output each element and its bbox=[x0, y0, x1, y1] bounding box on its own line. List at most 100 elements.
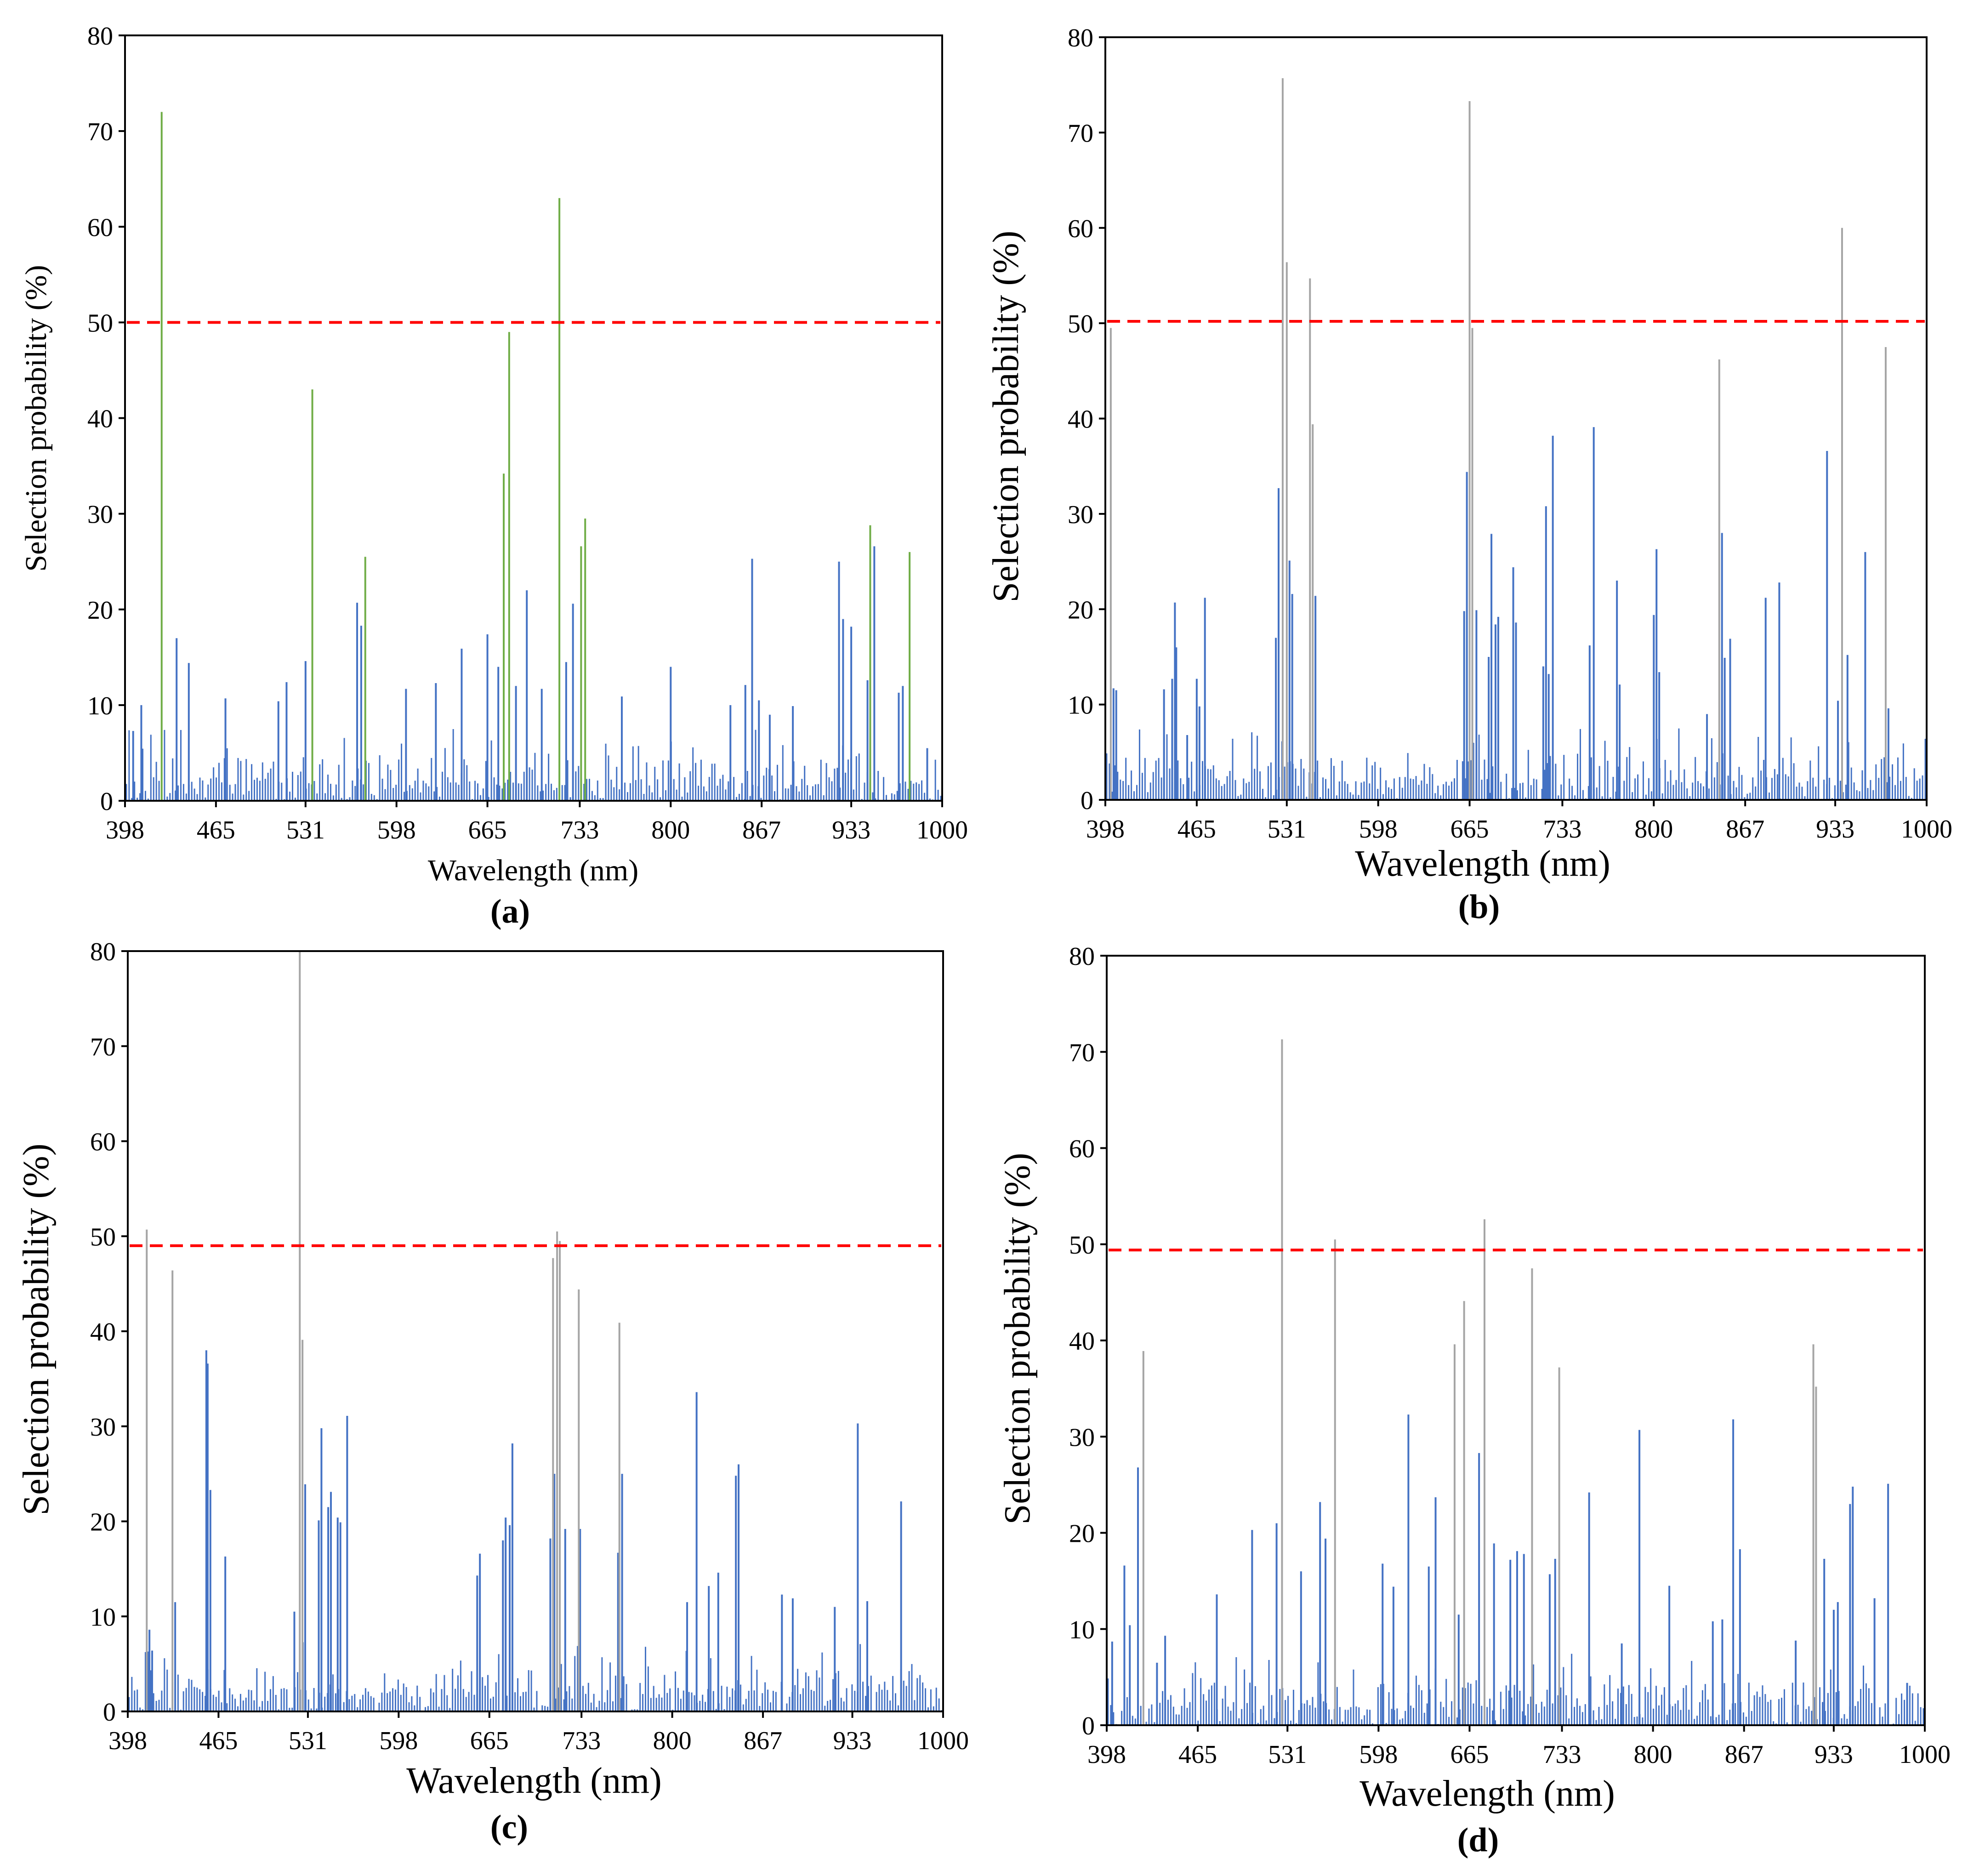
y-tick-label: 60 bbox=[87, 213, 113, 242]
y-tick-label: 40 bbox=[1068, 405, 1093, 434]
x-tick-label: 398 bbox=[108, 1727, 147, 1755]
x-tick-label: 933 bbox=[833, 1727, 872, 1755]
x-tick-label: 867 bbox=[1725, 1740, 1763, 1769]
y-tick-label: 30 bbox=[1068, 501, 1093, 529]
bar-series bbox=[128, 951, 943, 1711]
y-tick-label: 30 bbox=[90, 1413, 116, 1442]
y-tick-label: 50 bbox=[1069, 1231, 1095, 1260]
y-tick-label: 10 bbox=[1068, 691, 1093, 720]
x-tick-label: 933 bbox=[832, 816, 870, 844]
y-tick-label: 80 bbox=[90, 938, 116, 966]
panel-label: (c) bbox=[490, 1808, 528, 1846]
bar-series bbox=[1107, 1039, 1924, 1725]
panel-d: 0 10 20 30 40 50 60 70 80 398 465 531 598 665 733 800 86… bbox=[997, 942, 1951, 1859]
y-tick-label: 70 bbox=[87, 118, 113, 146]
x-tick-label: 1000 bbox=[1899, 1740, 1951, 1769]
y-tick-label: 0 bbox=[103, 1698, 116, 1727]
y-axis-title: Selection probability (%) bbox=[986, 231, 1026, 603]
x-tick-label: 531 bbox=[1268, 815, 1306, 844]
x-tick-label: 867 bbox=[744, 1727, 782, 1755]
x-tick-label: 867 bbox=[1726, 815, 1764, 844]
y-axis-title: Selection probability (%) bbox=[997, 1153, 1038, 1525]
x-tick-label: 733 bbox=[1543, 815, 1581, 844]
x-tick-label: 531 bbox=[1268, 1740, 1307, 1769]
x-tick-label: 800 bbox=[1634, 1740, 1672, 1769]
x-tick-label: 665 bbox=[468, 816, 507, 844]
y-tick-label: 0 bbox=[1081, 787, 1093, 815]
y-tick-label: 50 bbox=[90, 1223, 116, 1251]
x-tick-label: 665 bbox=[1450, 1740, 1489, 1769]
y-tick-label: 30 bbox=[1069, 1423, 1095, 1452]
x-tick-label: 867 bbox=[742, 816, 781, 844]
x-axis-title: Wavelength (nm) bbox=[1355, 844, 1610, 884]
x-tick-label: 531 bbox=[286, 816, 325, 844]
panel-label: (b) bbox=[1458, 888, 1500, 926]
x-tick-label: 800 bbox=[1634, 815, 1673, 844]
x-tick-label: 465 bbox=[197, 816, 235, 844]
x-tick-label: 665 bbox=[470, 1727, 509, 1755]
y-tick-label: 80 bbox=[1069, 942, 1095, 971]
y-tick-label: 0 bbox=[100, 787, 113, 816]
y-axis-title: Selection probability (%) bbox=[16, 1144, 57, 1516]
panel-label: (a) bbox=[490, 893, 530, 930]
y-tick-label: 80 bbox=[1068, 24, 1093, 52]
x-tick-label: 1000 bbox=[916, 816, 968, 844]
y-tick-label: 70 bbox=[90, 1033, 116, 1061]
x-tick-label: 598 bbox=[379, 1727, 418, 1755]
x-tick-label: 598 bbox=[1359, 815, 1398, 844]
plot-area bbox=[1107, 956, 1925, 1725]
y-tick-label: 40 bbox=[90, 1318, 116, 1346]
y-tick-label: 10 bbox=[1069, 1616, 1095, 1644]
x-tick-label: 465 bbox=[199, 1727, 238, 1755]
x-axis-title: Wavelength (nm) bbox=[1359, 1773, 1615, 1814]
bar-series bbox=[1106, 78, 1926, 800]
y-tick-label: 40 bbox=[1069, 1327, 1095, 1356]
x-tick-label: 598 bbox=[1359, 1740, 1398, 1769]
x-tick-label: 1000 bbox=[917, 1727, 969, 1755]
y-tick-label: 60 bbox=[90, 1128, 116, 1157]
bar-series bbox=[124, 112, 942, 801]
x-tick-label: 800 bbox=[653, 1727, 692, 1755]
x-tick-label: 800 bbox=[651, 816, 690, 844]
y-tick-label: 20 bbox=[1068, 596, 1093, 624]
x-tick-label: 933 bbox=[1814, 1740, 1853, 1769]
y-tick-label: 20 bbox=[1069, 1520, 1095, 1548]
y-tick-label: 60 bbox=[1068, 215, 1093, 243]
y-tick-label: 50 bbox=[1068, 310, 1093, 338]
y-tick-label: 70 bbox=[1069, 1038, 1095, 1067]
x-tick-label: 398 bbox=[1086, 815, 1125, 844]
panel-c: 0 10 20 30 40 50 60 70 80 398 465 531 598 665 733 800 86… bbox=[16, 938, 969, 1846]
y-tick-label: 10 bbox=[87, 692, 113, 720]
y-tick-label: 10 bbox=[90, 1603, 116, 1631]
x-axis-title: Wavelength (nm) bbox=[428, 854, 638, 887]
y-tick-label: 20 bbox=[87, 596, 113, 625]
x-tick-label: 598 bbox=[377, 816, 416, 844]
y-tick-label: 50 bbox=[87, 309, 113, 337]
x-tick-label: 531 bbox=[289, 1727, 327, 1755]
plot-area bbox=[128, 951, 943, 1711]
y-tick-label: 30 bbox=[87, 501, 113, 529]
x-axis-title: Wavelength (nm) bbox=[406, 1761, 662, 1801]
y-axis-title: Selection probability (%) bbox=[19, 265, 53, 571]
plot-area bbox=[125, 35, 942, 801]
y-tick-label: 80 bbox=[87, 22, 113, 51]
y-tick-label: 0 bbox=[1082, 1712, 1095, 1740]
x-tick-label: 398 bbox=[1087, 1740, 1126, 1769]
x-tick-label: 933 bbox=[1816, 815, 1854, 844]
x-tick-label: 1000 bbox=[1901, 815, 1952, 844]
x-tick-label: 398 bbox=[106, 816, 144, 844]
x-tick-label: 465 bbox=[1177, 815, 1216, 844]
y-tick-label: 20 bbox=[90, 1508, 116, 1537]
x-tick-label: 733 bbox=[560, 816, 599, 844]
x-tick-label: 733 bbox=[1543, 1740, 1581, 1769]
panel-b: 0 10 20 30 40 50 60 70 80 398 465 531 598 665 733 800 86… bbox=[986, 24, 1952, 926]
x-tick-label: 733 bbox=[562, 1727, 601, 1755]
panel-label: (d) bbox=[1457, 1821, 1499, 1859]
y-tick-label: 60 bbox=[1069, 1135, 1095, 1163]
y-tick-label: 70 bbox=[1068, 119, 1093, 148]
panel-a: 0 10 20 30 40 50 60 70 80 398 465 531 598 665 733 800 86… bbox=[19, 22, 968, 930]
y-tick-label: 40 bbox=[87, 405, 113, 433]
x-tick-label: 465 bbox=[1178, 1740, 1217, 1769]
x-tick-label: 665 bbox=[1450, 815, 1489, 844]
